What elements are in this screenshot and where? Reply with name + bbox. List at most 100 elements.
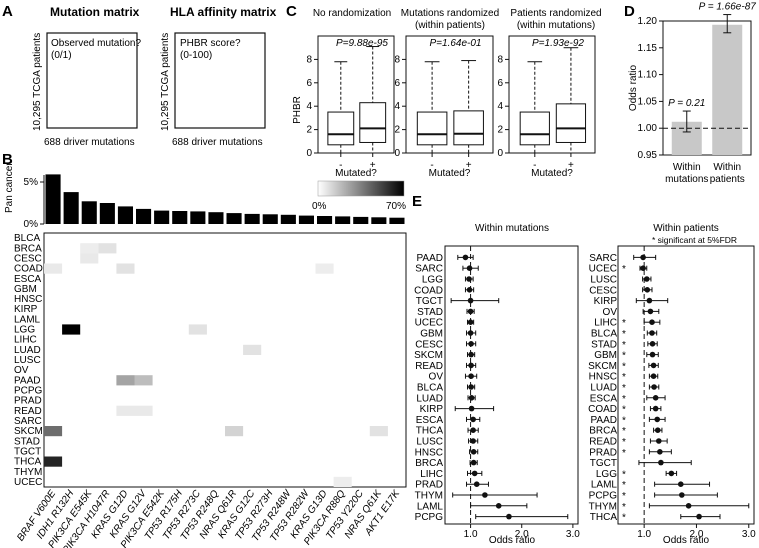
pan-bar-pik3ca-e545k [81, 201, 97, 224]
forest-sig-star: * [622, 491, 626, 502]
heat-cell [333, 476, 352, 487]
forest-legend: * significant at 5%FDR [652, 235, 737, 245]
forest-point [649, 319, 655, 326]
panel-c-label: C [286, 3, 297, 20]
forest-label-stad: STAD [417, 307, 443, 318]
forest-point [468, 395, 475, 401]
boxplot-ytick-label: 0 [394, 148, 400, 159]
forest-label-pcpg: PCPG [415, 512, 444, 523]
forest-point [470, 459, 477, 466]
row-label-hnsc: HNSC [14, 294, 42, 305]
boxplot-subtitle: (within patients) [415, 20, 485, 31]
heatmap-frame [43, 232, 407, 488]
forest-point [649, 351, 656, 358]
boxplot-ytick-label: 4 [394, 101, 400, 112]
forest-point [654, 416, 661, 423]
forest-sig-star: * [622, 502, 626, 513]
forest-point [696, 513, 702, 520]
pan-bar-idh1-r132h [63, 192, 79, 224]
forest-label-blca: BLCA [591, 329, 617, 340]
pan-bar-kras-g12v [136, 208, 152, 224]
forest-label-prad: PRAD [589, 447, 617, 458]
pan-cancer-ylabel: Pan cancer [4, 162, 15, 213]
boxplot-frame [405, 35, 494, 154]
odds-ratio-barchart: 0.951.001.051.101.151.20P = 0.21Withinmu… [638, 2, 757, 185]
pan-bar-pik3ca-e542k [154, 210, 170, 224]
boxplot-xtick-label: + [466, 160, 472, 171]
panel-c: C PHBR No randomization P=9.88e-95 0 2 4 6 8 - +… [286, 3, 602, 179]
heat-cell [243, 344, 262, 355]
row-label-laml: LAML [14, 314, 41, 325]
forest-label-hnsc: HNSC [589, 372, 617, 383]
forest-point [467, 319, 474, 326]
hla-matrix-cell-line-2: (0-100) [180, 50, 212, 61]
forest-point [466, 265, 473, 272]
row-label-kirp: KIRP [14, 304, 38, 315]
panel-d-label: D [624, 3, 635, 20]
heat-cell [134, 405, 153, 416]
pan-bar-tp53-r175h [172, 211, 188, 224]
odds-xlabel: Within [713, 162, 741, 173]
panel-e-label: E [412, 193, 422, 210]
forest-sig-star: * [622, 351, 626, 362]
forest-label-ucec: UCEC [415, 318, 443, 329]
row-label-cesc: CESC [14, 253, 42, 264]
forest-label-laml: LAML [417, 501, 444, 512]
forest-point [470, 416, 476, 423]
heat-cell [116, 405, 135, 416]
boxplot-xlabel: Mutated? [429, 168, 471, 179]
row-label-ucec: UCEC [14, 477, 42, 488]
forest-label-paad: PAAD [591, 415, 618, 426]
pan-cancer-bars [45, 174, 405, 224]
forest-point [468, 373, 474, 380]
forest-point [466, 287, 473, 293]
row-label-blca: BLCA [14, 233, 40, 244]
mutation-matrix-xlabel: 688 driver mutations [44, 137, 135, 148]
heat-cell [188, 324, 207, 335]
forest-label-ov: OV [603, 307, 618, 318]
forest-label-stad: STAD [591, 339, 617, 350]
boxplot-subtitle: (within mutations) [517, 20, 595, 31]
forest-sig-star: * [622, 426, 626, 437]
forest-xtick-label: 2.0 [515, 529, 529, 540]
forest-label-gbm: GBM [594, 350, 617, 361]
odds-ytick-label: 1.00 [638, 123, 658, 134]
forest-label-sarc: SARC [589, 253, 617, 264]
forest-point [468, 351, 474, 358]
panel-b: B Pan cancer 5% 0% 0% 70% BLCABRCACESCCO… [2, 151, 407, 548]
boxplot-frame [317, 35, 395, 154]
row-label-sarc: SARC [14, 416, 42, 427]
boxplot-ytick-label: 8 [394, 54, 400, 65]
boxplot-xtick-label: - [339, 160, 342, 171]
forest-point [471, 470, 478, 477]
heat-cell [225, 426, 244, 437]
forest-point [651, 384, 657, 390]
forest-label-sarc: SARC [415, 264, 443, 275]
forest-point [468, 405, 475, 412]
forest-sig-star: * [622, 394, 626, 405]
row-label-read: READ [14, 406, 42, 417]
heat-cell [44, 263, 63, 274]
boxplot-ytick-label: 6 [497, 78, 503, 89]
boxplot-xtick-label: + [370, 160, 376, 171]
heat-cell [116, 263, 135, 274]
forest-point [640, 265, 646, 272]
forest-label-lusc: LUSC [416, 437, 443, 448]
forest-xtick-label: 3.0 [742, 529, 756, 540]
forest-sig-star: * [622, 340, 626, 351]
mutation-matrix-cell-line-1: Observed mutation? [51, 38, 141, 49]
forest-label-lihc: LIHC [594, 318, 617, 329]
forest-left-xlabel: Odds ratio [489, 535, 536, 546]
pan-bar-kras-g12d [117, 206, 133, 224]
box [519, 111, 550, 146]
pan-bar-akt1-e17k [389, 217, 405, 224]
box [416, 111, 448, 146]
odds-xlabel: patients [710, 174, 745, 185]
forest-sig-star: * [622, 372, 626, 383]
row-label-lgg: LGG [14, 325, 35, 336]
forest-label-thym: THYM [589, 501, 617, 512]
pan-bar-pik3ca-r88q [335, 216, 351, 224]
row-label-ov: OV [14, 365, 29, 376]
forest-point [649, 341, 656, 347]
